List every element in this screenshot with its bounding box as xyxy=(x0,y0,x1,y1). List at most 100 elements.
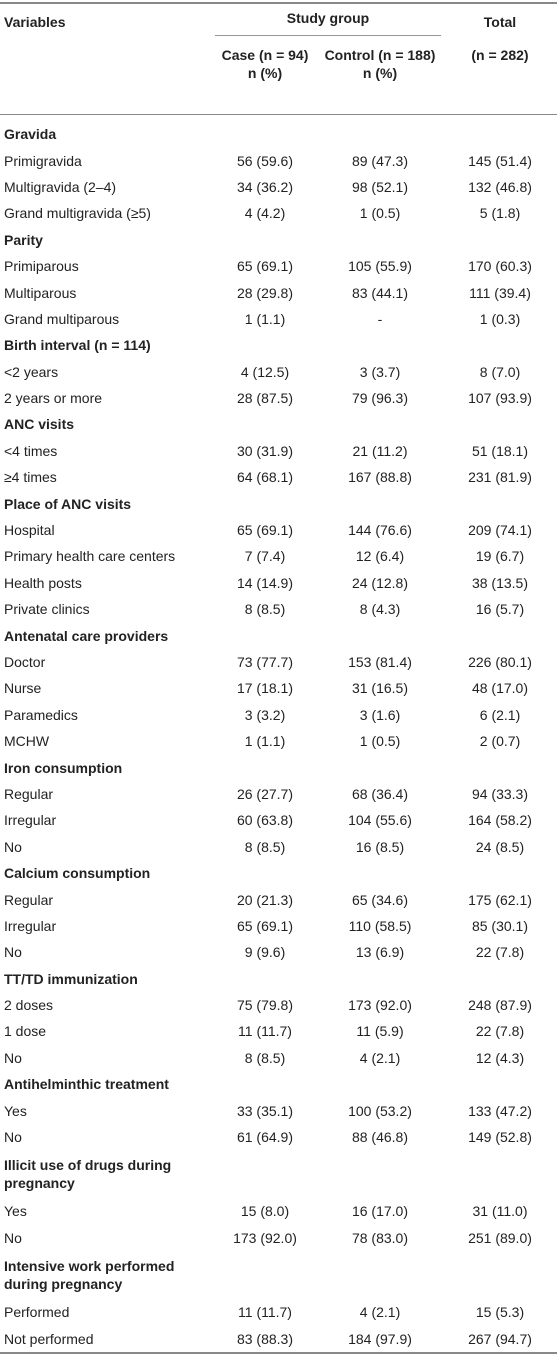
value-cell: 107 (93.9) xyxy=(468,390,532,407)
value-cell: 98 (52.1) xyxy=(351,178,409,195)
data-row: Multigravida (2–4) 34 (36.2) 98 (52.1) 132 … xyxy=(0,174,557,200)
value-cell: 144 (76.6) xyxy=(348,522,412,539)
row-label: No xyxy=(4,838,22,855)
value-cell: 78 (83.0) xyxy=(351,1229,409,1246)
value-cell: - xyxy=(377,310,383,327)
value-cell: 34 (36.2) xyxy=(236,178,294,195)
value-cell: 164 (58.2) xyxy=(468,812,532,829)
section-row: Gravida xyxy=(0,121,557,147)
data-row: 2 doses 75 (79.8) 173 (92.0) 248 (87.9) xyxy=(0,992,557,1018)
data-row: Regular 26 (27.7) 68 (36.4) 94 (33.3) xyxy=(0,781,557,807)
row-label: Doctor xyxy=(4,654,46,670)
data-row: 2 years or more 28 (87.5) 79 (96.3) 107 (93… xyxy=(0,385,557,411)
header-cell: Case (n = 94) n (%) xyxy=(213,40,317,115)
row-label: Primary health care centers xyxy=(4,548,176,565)
data-row: No 61 (64.9) 88 (46.8) 149 (52.8) xyxy=(0,1124,557,1150)
value-cell: 5 (1.8) xyxy=(479,205,521,222)
section-title: Illicit use of drugs during pregnancy xyxy=(4,1157,172,1192)
section-row: Calcium consumption xyxy=(0,860,557,886)
value-cell: 31 (16.5) xyxy=(351,680,409,697)
section-row: TT/TD immunization xyxy=(0,966,557,992)
row-label: Yes xyxy=(4,1203,27,1220)
header-text: n (%) xyxy=(247,65,283,81)
row-label: ≥4 times xyxy=(4,469,57,486)
value-cell: 1 (1.1) xyxy=(244,310,286,327)
value-cell: 1 (0.5) xyxy=(359,733,401,750)
data-row: Irregular 65 (69.1) 110 (58.5) 85 (30.1) xyxy=(0,913,557,939)
value-cell: 149 (52.8) xyxy=(468,1129,532,1146)
header-cell: Study group xyxy=(215,9,441,36)
data-row: Not performed 83 (88.3) 184 (97.9) 267 (94.… xyxy=(0,1325,557,1352)
section-row: ANC visits xyxy=(0,411,557,437)
value-cell: 4 (12.5) xyxy=(240,363,290,380)
section-row: Intensive work performed during pregnanc… xyxy=(0,1251,557,1299)
section-title: Parity xyxy=(4,231,43,248)
header-text: n (%) xyxy=(362,65,398,81)
value-cell: 11 (11.7) xyxy=(238,1023,292,1040)
section-title: Antenatal care providers xyxy=(4,627,169,644)
value-cell: 30 (31.9) xyxy=(236,442,294,459)
value-cell: 16 (17.0) xyxy=(351,1203,409,1220)
value-cell: 248 (87.9) xyxy=(468,997,532,1014)
value-cell: 104 (55.6) xyxy=(348,812,412,829)
section-title: Gravida xyxy=(4,126,57,143)
empty-cell xyxy=(213,622,557,648)
value-cell: 184 (97.9) xyxy=(348,1330,412,1347)
value-cell: 2 (0.7) xyxy=(479,733,521,750)
header-text: Case (n = 94) xyxy=(221,47,309,63)
row-label: <4 times xyxy=(4,442,58,459)
value-cell: 38 (13.5) xyxy=(471,574,529,591)
value-cell: 3 (3.7) xyxy=(359,363,401,380)
row-label: No xyxy=(4,1049,22,1066)
row-label: No xyxy=(4,1229,22,1246)
row-label: MCHW xyxy=(4,733,50,750)
row-label: Not performed xyxy=(4,1330,94,1347)
value-cell: 9 (9.6) xyxy=(244,944,286,961)
data-row: Performed 11 (11.7) 4 (2.1) 15 (5.3) xyxy=(0,1299,557,1325)
value-cell: 12 (6.4) xyxy=(355,548,405,565)
data-row: No 8 (8.5) 4 (2.1) 12 (4.3) xyxy=(0,1045,557,1071)
section-title: TT/TD immunization xyxy=(4,970,138,987)
row-label: Irregular xyxy=(4,812,57,829)
value-cell: 33 (35.1) xyxy=(236,1102,294,1119)
data-row: Yes 15 (8.0) 16 (17.0) 31 (11.0) xyxy=(0,1198,557,1224)
value-cell: 56 (59.6) xyxy=(236,152,294,169)
value-cell: 8 (7.0) xyxy=(479,363,521,380)
value-cell: 251 (89.0) xyxy=(468,1229,532,1246)
value-cell: 22 (7.8) xyxy=(475,1023,525,1040)
value-cell: 22 (7.8) xyxy=(475,944,525,961)
section-title: Iron consumption xyxy=(4,759,123,776)
row-label: Private clinics xyxy=(4,601,90,618)
section-title: Calcium consumption xyxy=(4,865,151,882)
section-row: Antenatal care providers xyxy=(0,622,557,648)
value-cell: 20 (21.3) xyxy=(236,891,294,908)
empty-cell xyxy=(213,411,557,437)
value-cell: 28 (29.8) xyxy=(236,284,294,301)
data-row: MCHW 1 (1.1) 1 (0.5) 2 (0.7) xyxy=(0,728,557,754)
value-cell: 8 (8.5) xyxy=(244,601,286,618)
data-row: Grand multiparous 1 (1.1) - 1 (0.3) xyxy=(0,306,557,332)
value-cell: 88 (46.8) xyxy=(351,1129,409,1146)
value-cell: 11 (11.7) xyxy=(238,1304,292,1321)
data-row: Primiparous 65 (69.1) 105 (55.9) 170 (60.3) xyxy=(0,253,557,279)
value-cell: 24 (8.5) xyxy=(475,838,525,855)
value-cell: 68 (36.4) xyxy=(351,785,409,802)
value-cell: 4 (4.2) xyxy=(244,205,286,222)
value-cell: 105 (55.9) xyxy=(348,258,412,275)
value-cell: 21 (11.2) xyxy=(352,442,408,459)
empty-cell xyxy=(213,966,557,992)
row-label: No xyxy=(4,944,22,961)
value-cell: 8 (4.3) xyxy=(359,601,401,618)
section-title: ANC visits xyxy=(4,416,75,433)
data-row: Regular 20 (21.3) 65 (34.6) 175 (62.1) xyxy=(0,886,557,912)
value-cell: 15 (8.0) xyxy=(240,1203,290,1220)
data-row: Doctor 73 (77.7) 153 (81.4) 226 (80.1) xyxy=(0,649,557,675)
section-title: Antihelminthic treatment xyxy=(4,1076,169,1093)
value-cell: 17 (18.1) xyxy=(236,680,294,697)
value-cell: 11 (5.9) xyxy=(356,1023,404,1040)
data-row: Grand multigravida (≥5) 4 (4.2) 1 (0.5) 5 (… xyxy=(0,200,557,226)
value-cell: 3 (1.6) xyxy=(359,706,401,723)
section-row: Place of ANC visits xyxy=(0,490,557,516)
